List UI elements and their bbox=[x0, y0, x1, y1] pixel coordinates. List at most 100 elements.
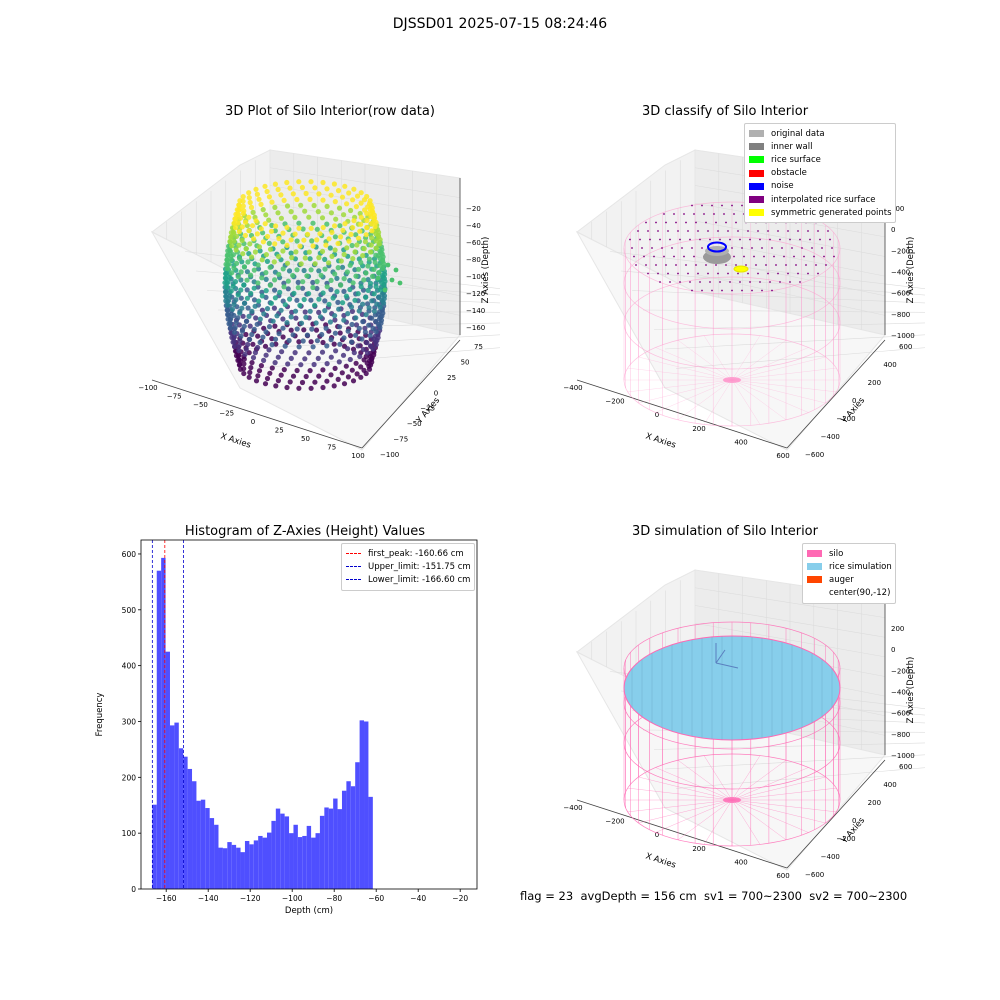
histogram-bar bbox=[222, 848, 228, 889]
p4-zlabel: Z Axies (Depth) bbox=[906, 657, 916, 724]
interpolated-surface-point bbox=[695, 264, 697, 266]
p2-silo-floor-line bbox=[655, 379, 733, 413]
raw-data-point bbox=[358, 214, 364, 220]
interpolated-surface-point bbox=[699, 281, 701, 283]
p1-ztick-label: −40 bbox=[466, 222, 481, 230]
p2-silo-ring bbox=[623, 276, 841, 370]
raw-data-point bbox=[343, 363, 349, 369]
p1-ytick-label: −50 bbox=[407, 420, 422, 428]
histogram-bar bbox=[341, 790, 347, 889]
raw-data-point bbox=[341, 251, 347, 258]
histogram-bar bbox=[152, 804, 157, 889]
raw-data-point bbox=[284, 320, 290, 326]
raw-data-point bbox=[258, 363, 264, 369]
p4-ytick-label: −400 bbox=[821, 853, 840, 861]
interpolated-surface-point bbox=[821, 247, 823, 249]
interpolated-surface-point bbox=[825, 264, 827, 266]
raw-data-point bbox=[225, 312, 231, 318]
raw-data-point bbox=[397, 280, 403, 286]
raw-data-point bbox=[233, 216, 239, 222]
histogram-bar bbox=[205, 808, 210, 889]
raw-data-point bbox=[267, 264, 273, 270]
p2-silo-ring bbox=[623, 333, 841, 427]
interpolated-surface-point bbox=[759, 281, 761, 283]
raw-data-point bbox=[350, 280, 356, 286]
raw-data-point bbox=[352, 297, 358, 303]
raw-data-point bbox=[358, 221, 364, 227]
raw-data-point bbox=[235, 211, 241, 217]
raw-data-point bbox=[280, 230, 286, 236]
raw-data-point bbox=[296, 220, 302, 226]
panel3-histogram: −160 −140 −120 −100 −80 −60 −40 −20 0 100 200 300 40… bbox=[95, 539, 478, 915]
raw-data-point bbox=[237, 338, 243, 344]
histogram-ylabel: Frequency bbox=[95, 693, 105, 737]
raw-data-point bbox=[250, 355, 257, 361]
raw-data-point bbox=[280, 325, 286, 331]
p4-silo-floor-line bbox=[627, 787, 733, 801]
raw-data-point bbox=[247, 369, 253, 376]
p1-ytick-label: 75 bbox=[474, 343, 483, 351]
figure-suptitle: DJSSD01 2025-07-15 08:24:46 bbox=[392, 16, 608, 32]
p1-xtick-label: 100 bbox=[351, 452, 364, 460]
raw-data-point bbox=[231, 220, 237, 226]
raw-data-point bbox=[292, 214, 298, 220]
raw-data-point bbox=[373, 231, 379, 237]
histogram-bar bbox=[209, 818, 215, 889]
raw-data-point bbox=[350, 197, 356, 203]
histogram-bar bbox=[297, 837, 303, 889]
raw-data-point bbox=[263, 212, 269, 218]
raw-data-point bbox=[308, 339, 314, 345]
raw-data-point bbox=[363, 312, 369, 318]
raw-data-point bbox=[342, 183, 348, 189]
p2-silo-floor-line bbox=[703, 335, 733, 381]
raw-data-point bbox=[341, 335, 347, 341]
interpolated-surface-point bbox=[697, 230, 699, 232]
histogram-bar bbox=[328, 808, 334, 889]
interpolated-surface-point bbox=[755, 264, 757, 266]
histogram-bar bbox=[236, 847, 241, 889]
raw-data-point bbox=[266, 324, 273, 330]
raw-data-point bbox=[276, 271, 282, 277]
raw-data-point bbox=[236, 357, 242, 363]
histogram-bar bbox=[368, 796, 373, 889]
raw-data-point bbox=[316, 191, 322, 197]
raw-data-point bbox=[280, 266, 286, 272]
raw-data-point bbox=[259, 293, 265, 299]
raw-data-point bbox=[349, 367, 355, 373]
raw-data-point bbox=[327, 245, 333, 251]
raw-data-point bbox=[228, 234, 234, 240]
p4-silo-floor-line bbox=[731, 755, 761, 801]
raw-data-point bbox=[367, 206, 373, 212]
raw-data-point bbox=[227, 320, 233, 327]
p1-ztick-label: −20 bbox=[466, 205, 481, 213]
raw-data-point bbox=[273, 223, 279, 229]
raw-data-point bbox=[272, 277, 278, 283]
interpolated-surface-point bbox=[711, 289, 713, 292]
raw-data-point bbox=[242, 351, 248, 357]
panel4-legend-swatch bbox=[807, 563, 822, 571]
interpolated-surface-point bbox=[679, 238, 681, 241]
interpolated-surface-point bbox=[637, 230, 639, 232]
histogram-ytick-label: 200 bbox=[122, 773, 137, 782]
raw-data-point bbox=[348, 231, 354, 237]
raw-data-point bbox=[290, 191, 296, 197]
raw-data-point bbox=[223, 270, 229, 276]
raw-data-point bbox=[332, 317, 338, 323]
raw-data-point bbox=[227, 325, 234, 331]
p4-silo-floor-line bbox=[731, 760, 787, 801]
raw-data-point bbox=[228, 288, 234, 294]
raw-data-point bbox=[377, 255, 383, 261]
raw-data-point bbox=[249, 223, 256, 229]
histogram-legend-entry: Upper_limit: -151.75 cm bbox=[346, 560, 471, 573]
p2-silo-floor-line bbox=[731, 356, 826, 381]
p2-silo-floor-line bbox=[703, 379, 733, 425]
histogram-xtick-label: −120 bbox=[240, 894, 261, 903]
raw-data-point bbox=[341, 317, 347, 323]
p4-silo-floor-center bbox=[723, 797, 741, 803]
interpolated-surface-point bbox=[823, 255, 825, 258]
raw-data-point bbox=[262, 221, 268, 227]
raw-data-point bbox=[389, 277, 395, 283]
raw-data-point bbox=[264, 375, 271, 382]
raw-data-point bbox=[296, 339, 302, 345]
raw-data-point bbox=[335, 299, 341, 305]
